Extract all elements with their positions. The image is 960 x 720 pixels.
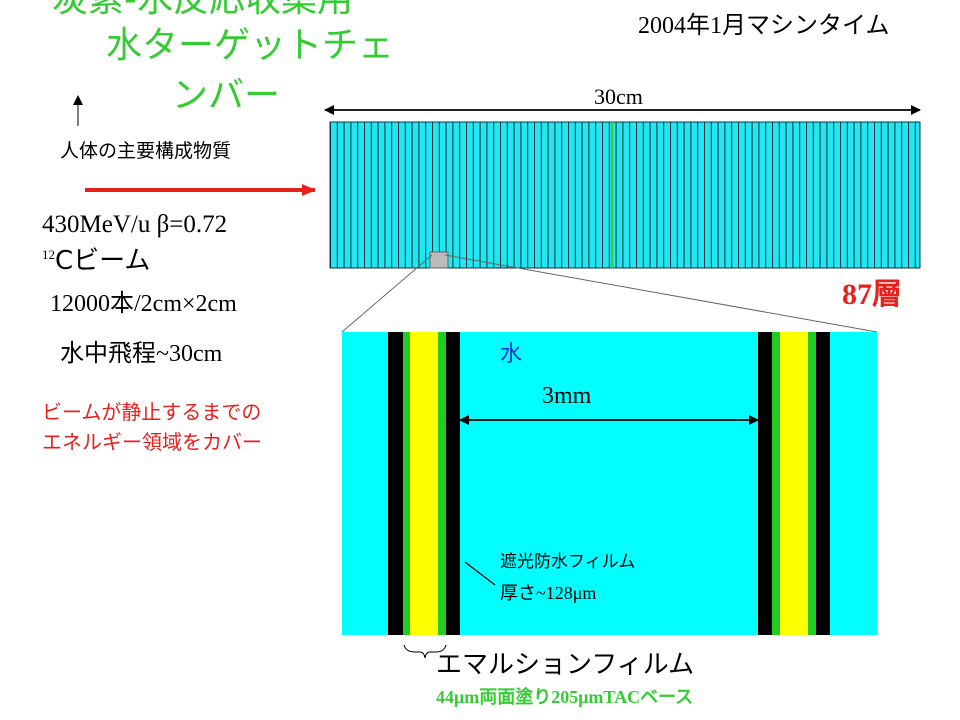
emulsion-spec: 44μm両面塗り205μmTACベース [436,687,694,707]
mass-number: 12 [42,247,55,262]
gap-label: 3mm [542,383,592,409]
pointer-line [464,561,496,586]
layer-stack [329,121,921,269]
title-line: ンバー [172,75,281,116]
brace [403,644,447,659]
beam-count: 12000本/2cm×2cm [50,291,237,317]
emulsion-label: エマルションフィルム [436,650,695,680]
title-line: 水ターゲットチェ [106,25,395,66]
film-label: 厚さ~128μm [500,583,597,603]
coverage-line: エネルギー領域をカバー [42,430,262,454]
beam-range: 水中飛程~30cm [60,341,223,367]
film-label: 遮光防水フィルム [500,552,636,572]
water-label: 水 [500,342,523,367]
film-left [388,332,460,635]
title-line: 炭素-水反応収集用 [52,0,353,18]
zoom-line [341,254,433,333]
date: 2004年1月マシンタイム [638,13,890,39]
beam-name: 12Cビーム [42,248,150,274]
film-right [758,332,830,635]
layer-count: 87層 [842,278,902,311]
composition-note: 人体の主要構成物質 [60,140,232,162]
stack-length: 30cm [594,84,643,109]
zoom-region [429,251,449,269]
coverage-line: ビームが静止するまでの [42,400,262,424]
beam-energy: 430MeV/u β=0.72 [42,211,228,238]
beam-label: Cビーム [55,246,151,276]
zoom-line [444,254,878,333]
